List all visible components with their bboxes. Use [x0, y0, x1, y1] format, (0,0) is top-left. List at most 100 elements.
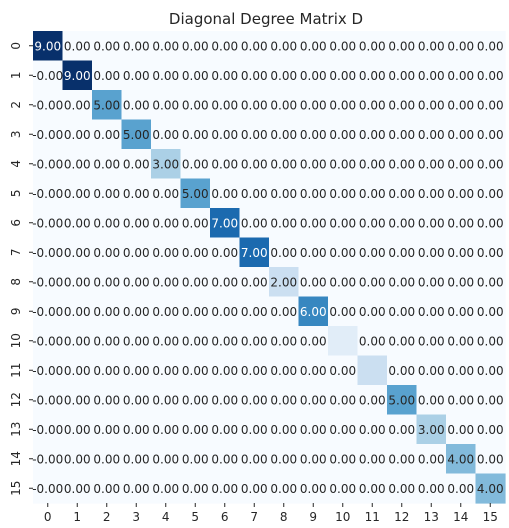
- heatmap-cell-label: 0.00: [300, 275, 327, 289]
- heatmap-cell: [151, 385, 182, 416]
- heatmap-cell-label: 0.00: [211, 157, 238, 171]
- x-tick-label: 0: [44, 510, 52, 524]
- heatmap-cell: [62, 178, 93, 209]
- heatmap-cell-label: 0.00: [300, 423, 327, 437]
- heatmap-cell: [328, 178, 359, 209]
- heatmap-cell: [475, 31, 506, 62]
- heatmap-cell-label: -0.00: [32, 69, 63, 83]
- heatmap-cell: [92, 178, 123, 209]
- heatmap-cell: [357, 60, 388, 91]
- heatmap-cell-label: 0.00: [93, 452, 120, 466]
- heatmap-cell: [151, 208, 182, 239]
- heatmap-cell: [151, 31, 182, 62]
- heatmap-cell-label: 0.00: [329, 69, 356, 83]
- heatmap-cell-label: 0.00: [152, 246, 179, 260]
- heatmap-cell-label: 0.00: [64, 393, 91, 407]
- heatmap-cell-label: 0.00: [152, 482, 179, 496]
- heatmap-cell-label: -0.00: [32, 128, 63, 142]
- heatmap-cell: [210, 119, 241, 150]
- y-tick-label: 12: [9, 392, 23, 407]
- heatmap-cell: [239, 473, 270, 504]
- heatmap-cell-label: 0.00: [270, 98, 297, 112]
- heatmap-cell-label: 0.00: [270, 334, 297, 348]
- heatmap-cell: [151, 178, 182, 209]
- heatmap-cell: [33, 296, 64, 327]
- heatmap-cell-label: 0.00: [93, 157, 120, 171]
- heatmap-cell-label: 0.00: [359, 305, 386, 319]
- heatmap-cell: [357, 149, 388, 180]
- heatmap-cell-label: 0.00: [329, 364, 356, 378]
- heatmap-cell: [239, 444, 270, 475]
- heatmap-cell-label: 0.00: [241, 305, 268, 319]
- heatmap-cell-label: 0.00: [388, 216, 415, 230]
- heatmap-cell-label: 0.00: [182, 482, 209, 496]
- heatmap-cell-label: 0.00: [329, 98, 356, 112]
- heatmap-cell: [298, 326, 329, 357]
- heatmap-cell: [269, 119, 300, 150]
- heatmap-cell: [151, 237, 182, 268]
- heatmap-cell-label: 0.00: [123, 482, 150, 496]
- heatmap-cell: [269, 178, 300, 209]
- heatmap-cell: [416, 414, 447, 445]
- heatmap-cell: [239, 267, 270, 298]
- heatmap-cell: [446, 296, 477, 327]
- y-tick-label: 5: [9, 189, 23, 197]
- heatmap-cell-label: 0.00: [329, 157, 356, 171]
- heatmap-cell-label: -0.00: [32, 216, 63, 230]
- heatmap-cell: [151, 326, 182, 357]
- heatmap-cell-label: -0.00: [32, 246, 63, 260]
- heatmap-cell-label: -0.00: [32, 157, 63, 171]
- heatmap-cell-label: 0.00: [123, 305, 150, 319]
- heatmap-cell: [357, 414, 388, 445]
- heatmap-cell: [92, 60, 123, 91]
- heatmap-cell-label: 0.00: [241, 364, 268, 378]
- heatmap-cell-label: 0.00: [182, 128, 209, 142]
- heatmap-cell: [33, 237, 64, 268]
- heatmap-cell: [180, 31, 211, 62]
- x-tick-label: 13: [424, 510, 439, 524]
- heatmap-cell-label: 0.00: [123, 246, 150, 260]
- heatmap-cell: [446, 60, 477, 91]
- heatmap-cell: [357, 90, 388, 121]
- heatmap-cell-label: 0.00: [123, 275, 150, 289]
- heatmap-cell-label: 0.00: [152, 364, 179, 378]
- y-tick-label: 1: [9, 71, 23, 79]
- heatmap-cell: [446, 473, 477, 504]
- heatmap-cell: [387, 355, 418, 386]
- heatmap-cell-label: 0.00: [477, 128, 504, 142]
- y-tick-label: 15: [9, 481, 23, 496]
- heatmap-cell: [180, 355, 211, 386]
- heatmap-cell: [328, 237, 359, 268]
- heatmap-cell-label: 0.00: [388, 246, 415, 260]
- heatmap-cell: [328, 473, 359, 504]
- heatmap-cell-label: 0.00: [388, 128, 415, 142]
- heatmap-cell-label: 0.00: [300, 334, 327, 348]
- heatmap-cell-label: 0.00: [477, 275, 504, 289]
- x-tick-label: 14: [453, 510, 468, 524]
- y-tick-label: 13: [9, 422, 23, 437]
- heatmap-cell-label: 0.00: [152, 423, 179, 437]
- heatmap-cell: [121, 90, 152, 121]
- heatmap-cell-label: 0.00: [300, 246, 327, 260]
- heatmap-cell-label: 0.00: [270, 216, 297, 230]
- heatmap-cell-label: 0.00: [359, 69, 386, 83]
- heatmap-cell-label: 0.00: [123, 334, 150, 348]
- y-tick-label: 3: [9, 130, 23, 138]
- heatmap-cell-label: 0.00: [93, 69, 120, 83]
- heatmap-cell: [92, 119, 123, 150]
- heatmap-cell: [62, 326, 93, 357]
- heatmap-cell-label: 0.00: [477, 157, 504, 171]
- heatmap-cells: [33, 31, 506, 504]
- heatmap-cell-label: 0.00: [241, 334, 268, 348]
- heatmap-cell-label: 0.00: [388, 98, 415, 112]
- heatmap-cell-label: 0.00: [182, 452, 209, 466]
- heatmap-cell: [62, 355, 93, 386]
- heatmap-cell: [446, 326, 477, 357]
- heatmap-cell: [387, 60, 418, 91]
- heatmap-cell-label: 0.00: [418, 482, 445, 496]
- heatmap-cell-label: 0.00: [388, 452, 415, 466]
- heatmap-cell: [210, 355, 241, 386]
- heatmap-cell-label: 0.00: [359, 393, 386, 407]
- chart-title: Diagonal Degree Matrix D: [169, 10, 363, 28]
